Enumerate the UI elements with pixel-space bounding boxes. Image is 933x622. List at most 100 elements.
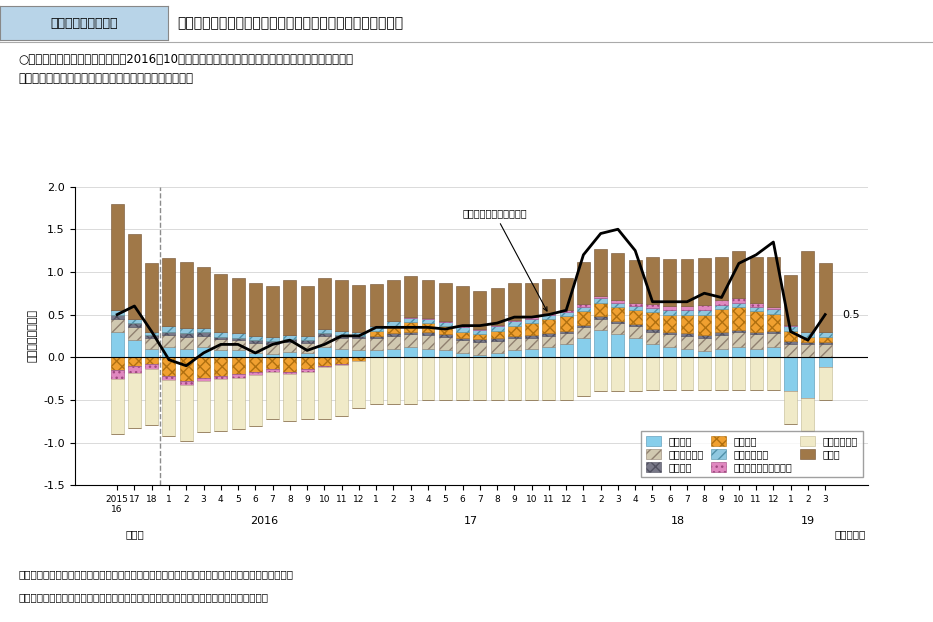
Bar bbox=[508, 338, 521, 350]
Text: 19: 19 bbox=[801, 516, 815, 526]
Bar bbox=[146, 369, 159, 425]
Bar bbox=[249, 353, 262, 357]
Bar bbox=[715, 357, 728, 389]
Bar bbox=[473, 339, 486, 342]
Bar bbox=[784, 357, 797, 391]
Bar bbox=[266, 354, 279, 357]
Bar bbox=[767, 309, 780, 313]
Bar bbox=[732, 357, 745, 389]
Bar bbox=[439, 327, 452, 334]
Bar bbox=[732, 347, 745, 357]
Bar bbox=[473, 330, 486, 334]
Bar bbox=[456, 357, 469, 400]
Bar bbox=[611, 307, 624, 320]
Bar bbox=[749, 307, 762, 311]
Bar bbox=[300, 340, 313, 343]
Bar bbox=[473, 334, 486, 339]
Bar bbox=[560, 312, 573, 316]
Bar bbox=[508, 320, 521, 322]
Bar bbox=[801, 251, 815, 332]
Bar bbox=[266, 341, 279, 343]
Bar bbox=[456, 286, 469, 327]
Bar bbox=[611, 357, 624, 391]
Bar bbox=[611, 300, 624, 303]
Bar bbox=[162, 376, 175, 380]
Bar bbox=[162, 258, 175, 327]
Bar bbox=[577, 304, 590, 307]
Bar bbox=[508, 326, 521, 336]
Bar bbox=[180, 386, 193, 441]
Bar bbox=[439, 337, 452, 350]
Bar bbox=[646, 329, 659, 332]
Bar bbox=[577, 357, 590, 396]
Bar bbox=[715, 335, 728, 349]
Bar bbox=[542, 319, 555, 333]
Bar bbox=[231, 338, 244, 340]
Bar bbox=[318, 366, 331, 368]
Bar bbox=[784, 343, 797, 357]
Text: 消費者物価指数（総合）に対する財・サービス分類別寄与度: 消費者物価指数（総合）に対する財・サービス分類別寄与度 bbox=[177, 16, 403, 30]
Bar bbox=[318, 278, 331, 329]
Bar bbox=[111, 203, 124, 310]
Bar bbox=[560, 310, 573, 312]
Bar bbox=[629, 310, 642, 324]
Bar bbox=[698, 315, 711, 335]
Bar bbox=[473, 329, 486, 330]
Bar bbox=[422, 335, 435, 349]
Bar bbox=[508, 350, 521, 357]
Bar bbox=[404, 357, 417, 404]
Bar bbox=[629, 306, 642, 310]
Bar bbox=[749, 334, 762, 349]
Bar bbox=[266, 285, 279, 337]
Text: （年）: （年） bbox=[125, 529, 144, 540]
Bar bbox=[249, 357, 262, 372]
Bar bbox=[663, 310, 676, 315]
Bar bbox=[784, 331, 797, 341]
Bar bbox=[629, 324, 642, 327]
Bar bbox=[542, 347, 555, 357]
Bar bbox=[369, 350, 383, 357]
Bar bbox=[197, 381, 210, 432]
Bar bbox=[542, 333, 555, 336]
Bar bbox=[663, 347, 676, 357]
Bar bbox=[525, 349, 538, 357]
Bar bbox=[284, 335, 297, 339]
Bar bbox=[801, 332, 815, 333]
Legend: 生鮮商品, 食料工業製品, 繊維製品, 石油製品, 他の工業製品, 電気・都市ガス・水道, 公共サービス, その他: 生鮮商品, 食料工業製品, 繊維製品, 石油製品, 他の工業製品, 電気・都市ガ… bbox=[641, 431, 863, 477]
Bar bbox=[284, 374, 297, 421]
Bar bbox=[162, 357, 175, 376]
Bar bbox=[387, 336, 400, 349]
Bar bbox=[180, 337, 193, 349]
Bar bbox=[128, 233, 141, 319]
Bar bbox=[215, 333, 228, 337]
Bar bbox=[111, 357, 124, 370]
Bar bbox=[162, 332, 175, 335]
Bar bbox=[197, 333, 210, 336]
Bar bbox=[542, 313, 555, 315]
Bar bbox=[560, 357, 573, 400]
Bar bbox=[525, 357, 538, 400]
Bar bbox=[784, 325, 797, 327]
Bar bbox=[491, 353, 504, 357]
Text: ○　消費者物価指数（総合）は、2016年10月以降、天候不順による「生鮮食品」の値上がりやエネ
　　ルギー価格の上昇により、プラスで推移している。: ○ 消費者物価指数（総合）は、2016年10月以降、天候不順による「生鮮食品」の… bbox=[19, 53, 354, 85]
Bar bbox=[318, 347, 331, 357]
Bar bbox=[197, 328, 210, 333]
Bar bbox=[215, 376, 228, 379]
Bar bbox=[473, 357, 486, 400]
Y-axis label: （前年同比・％）: （前年同比・％） bbox=[28, 309, 37, 363]
Bar bbox=[215, 337, 228, 339]
Bar bbox=[162, 347, 175, 357]
Bar bbox=[387, 320, 400, 322]
Bar bbox=[818, 368, 831, 400]
Bar bbox=[663, 334, 676, 347]
Bar bbox=[318, 336, 331, 347]
Bar bbox=[439, 322, 452, 327]
Bar bbox=[231, 357, 244, 374]
Bar bbox=[508, 336, 521, 338]
Bar bbox=[249, 283, 262, 336]
Bar bbox=[491, 327, 504, 331]
Bar bbox=[715, 333, 728, 335]
Bar bbox=[715, 309, 728, 333]
Bar bbox=[215, 339, 228, 350]
Bar bbox=[353, 332, 366, 336]
